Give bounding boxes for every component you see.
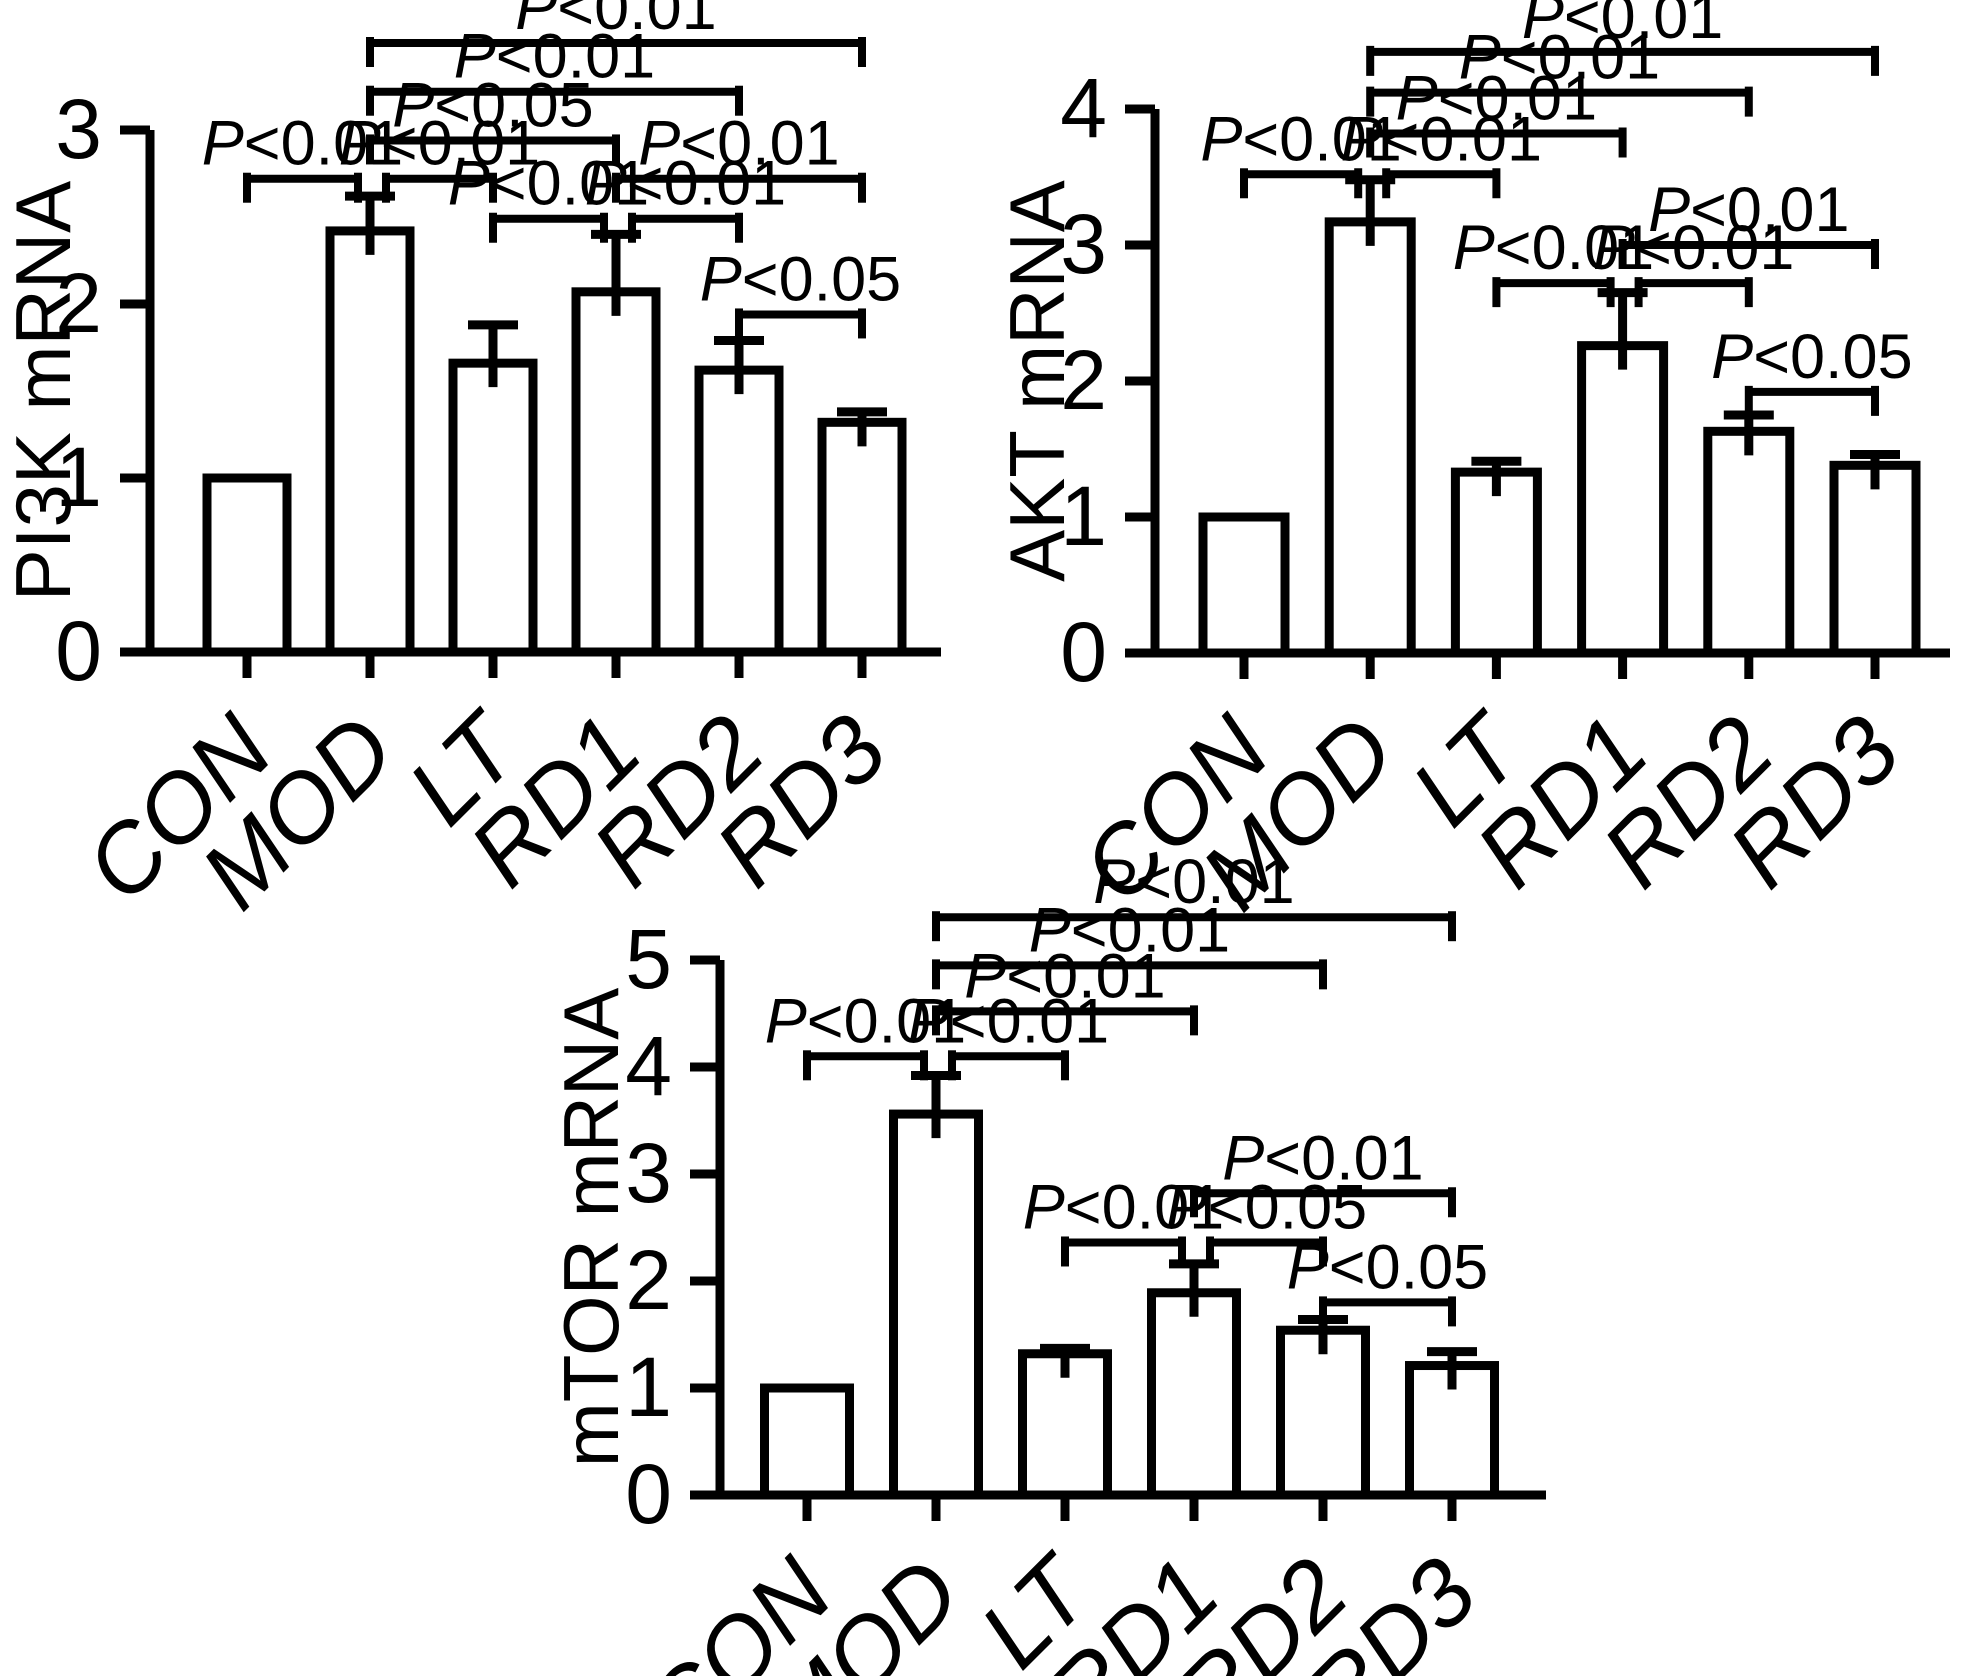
bar-RD2: [1276, 1325, 1370, 1500]
y-tick-label: 1: [55, 430, 102, 524]
sig-bracket-MOD-RD2: P<0.01: [1366, 23, 1753, 117]
y-tick-label: 2: [625, 1233, 672, 1327]
y-tick-label: 0: [55, 604, 102, 698]
sig-bracket-RD1-RD2: P<0.01: [585, 149, 786, 243]
sig-label: P<0.01: [1023, 1172, 1224, 1242]
y-tick-label: 1: [625, 1340, 672, 1434]
sig-bracket-MOD-LT: P<0.01: [1341, 104, 1542, 199]
sig-bracket-MOD-RD3: P<0.01: [1366, 0, 1879, 76]
sig-label: P<0.01: [1453, 213, 1654, 283]
sig-bracket-LT-RD1: P<0.01: [1023, 1172, 1224, 1267]
y-tick-label: 4: [1060, 61, 1107, 155]
bar-RD3: [817, 417, 907, 657]
sig-bracket-MOD-RD1: P<0.05: [366, 70, 620, 165]
sig-bracket-MOD-RD3: P<0.01: [932, 847, 1456, 942]
sig-bracket-RD1-RD2: P<0.01: [1593, 213, 1794, 308]
sig-label: P<0.05: [392, 70, 593, 140]
sig-label: P<0.01: [1396, 63, 1597, 133]
sig-label: P<0.01: [1341, 104, 1542, 174]
sig-bracket-RD1-RD3: P<0.01: [1190, 1123, 1456, 1218]
bar-CON: [202, 473, 292, 657]
y-axis-label: AKT mRNA: [993, 180, 1081, 582]
sig-bracket-RD2-RD3: P<0.05: [1711, 322, 1913, 416]
sig-label: P<0.01: [1222, 1123, 1423, 1193]
y-tick-label: 3: [625, 1126, 672, 1220]
bar-MOD: [889, 1109, 983, 1500]
sig-label: P<0.01: [964, 941, 1165, 1011]
sig-label: P<0.01: [1029, 895, 1230, 965]
sig-bracket-LT-RD1: P<0.01: [448, 149, 649, 243]
y-axis-label: PI3K mRNA: [0, 181, 87, 601]
sig-label: P<0.01: [638, 109, 839, 179]
sig-bracket-MOD-RD1: P<0.01: [932, 941, 1198, 1036]
bar-RD1: [1147, 1288, 1241, 1500]
sig-bracket-CON-MOD: P<0.01: [1200, 104, 1402, 199]
sig-label: P<0.01: [454, 22, 655, 92]
sig-bracket-CON-MOD: P<0.01: [202, 109, 403, 203]
bar-RD2: [1703, 426, 1795, 658]
sig-bracket-RD1-RD3: P<0.01: [612, 109, 866, 203]
sig-label: P<0.05: [1166, 1172, 1367, 1242]
bar-CON: [1198, 512, 1290, 658]
y-tick-label: 3: [1060, 197, 1107, 291]
sig-label: P<0.01: [1648, 175, 1849, 245]
y-tick-label: 2: [55, 256, 102, 350]
sig-label: P<0.01: [765, 986, 966, 1056]
sig-label: P<0.01: [448, 149, 649, 219]
bar-LT: [448, 358, 538, 657]
bar-MOD: [1324, 217, 1416, 658]
y-axis-label: mTOR mRNA: [547, 988, 635, 1468]
bar-RD1: [571, 287, 661, 657]
sig-bracket-RD1-RD2: P<0.05: [1166, 1172, 1367, 1267]
bar-RD3: [1829, 460, 1921, 658]
y-tick-label: 5: [625, 912, 672, 1006]
sig-bracket-MOD-RD3: P<0.01: [366, 0, 866, 67]
bar-LT: [1450, 467, 1542, 658]
sig-bracket-MOD-RD2: P<0.01: [932, 895, 1327, 990]
sig-label: P<0.01: [1459, 23, 1660, 93]
sig-label: P<0.01: [1200, 104, 1401, 174]
sig-label: P<0.05: [1711, 322, 1912, 392]
bar-MOD: [325, 226, 415, 657]
sig-bracket-RD2-RD3: P<0.05: [1287, 1232, 1488, 1327]
sig-label: P<0.05: [1287, 1232, 1488, 1302]
sig-label: P<0.01: [585, 149, 786, 219]
sig-bracket-MOD-LT: P<0.01: [908, 986, 1109, 1081]
sig-bracket-MOD-RD2: P<0.01: [366, 22, 743, 116]
sig-bracket-MOD-RD1: P<0.01: [1366, 63, 1627, 158]
y-tick-label: 4: [625, 1019, 672, 1113]
sig-label: P<0.01: [202, 109, 403, 179]
sig-bracket-LT-RD1: P<0.01: [1453, 213, 1654, 308]
sig-bracket-RD1-RD3: P<0.01: [1618, 175, 1879, 269]
bar-CON: [760, 1383, 854, 1500]
sig-label: P<0.01: [1593, 213, 1794, 283]
sig-label: P<0.05: [700, 244, 901, 314]
bar-RD1: [1577, 341, 1669, 658]
y-tick-label: 0: [1060, 605, 1107, 699]
sig-bracket-MOD-LT: P<0.01: [339, 109, 540, 203]
sig-bracket-CON-MOD: P<0.01: [765, 986, 966, 1081]
y-tick-label: 2: [1060, 333, 1107, 427]
sig-label: P<0.01: [1522, 0, 1723, 52]
sig-label: P<0.01: [515, 0, 716, 43]
y-tick-label: 0: [625, 1447, 672, 1541]
y-tick-label: 1: [1060, 469, 1107, 563]
sig-label: P<0.01: [339, 109, 540, 179]
sig-label: P<0.01: [1093, 847, 1294, 917]
sig-label: P<0.01: [908, 986, 1109, 1056]
y-tick-label: 3: [55, 82, 102, 176]
bar-RD2: [694, 365, 784, 657]
sig-bracket-RD2-RD3: P<0.05: [700, 244, 901, 339]
